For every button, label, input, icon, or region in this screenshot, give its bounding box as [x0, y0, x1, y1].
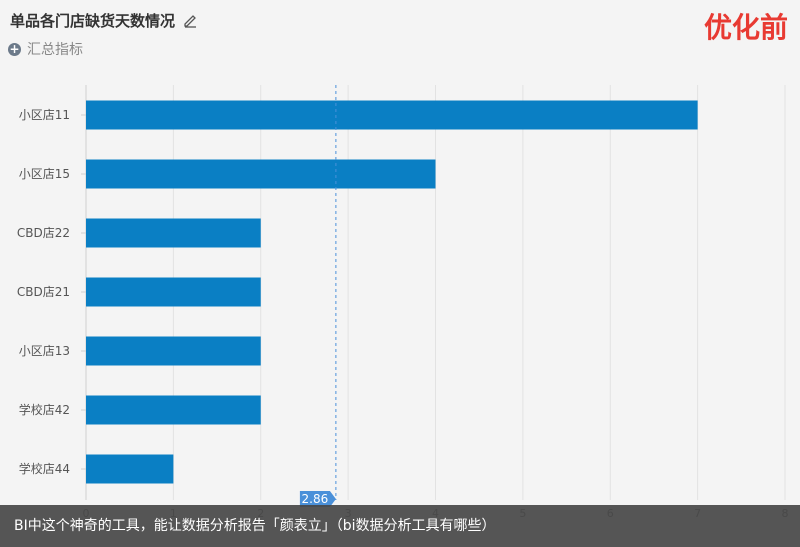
plus-circle-icon: +	[8, 41, 21, 56]
reference-line-label: 2.86	[302, 492, 329, 506]
y-category-label: 小区店11	[19, 108, 70, 122]
y-category-label: 学校店44	[19, 461, 70, 476]
reference-line-tag	[299, 491, 336, 507]
title-row: 单品各门店缺货天数情况	[10, 10, 197, 31]
y-category-label: 学校店42	[19, 402, 70, 417]
y-category-label: 小区店13	[19, 344, 70, 358]
chart-title: 单品各门店缺货天数情况	[10, 12, 176, 30]
bar	[86, 218, 261, 248]
bar	[86, 395, 261, 425]
y-category-label: CBD店22	[17, 226, 70, 240]
y-category-label: 小区店15	[19, 167, 70, 181]
summary-metrics-toggle[interactable]: + 汇总指标	[8, 39, 83, 59]
before-optimization-badge: 优化前	[703, 11, 788, 44]
pencil-icon[interactable]	[183, 14, 197, 28]
summary-label: 汇总指标	[27, 42, 83, 58]
y-category-label: CBD店21	[17, 285, 70, 299]
bar	[86, 336, 261, 366]
bar	[86, 159, 436, 189]
bar	[86, 100, 698, 130]
bar	[86, 454, 174, 484]
footer-caption: BI中这个神奇的工具，能让数据分析报告「颜表立」（bi数据分析工具有哪些）	[0, 505, 800, 547]
bar	[86, 277, 261, 307]
